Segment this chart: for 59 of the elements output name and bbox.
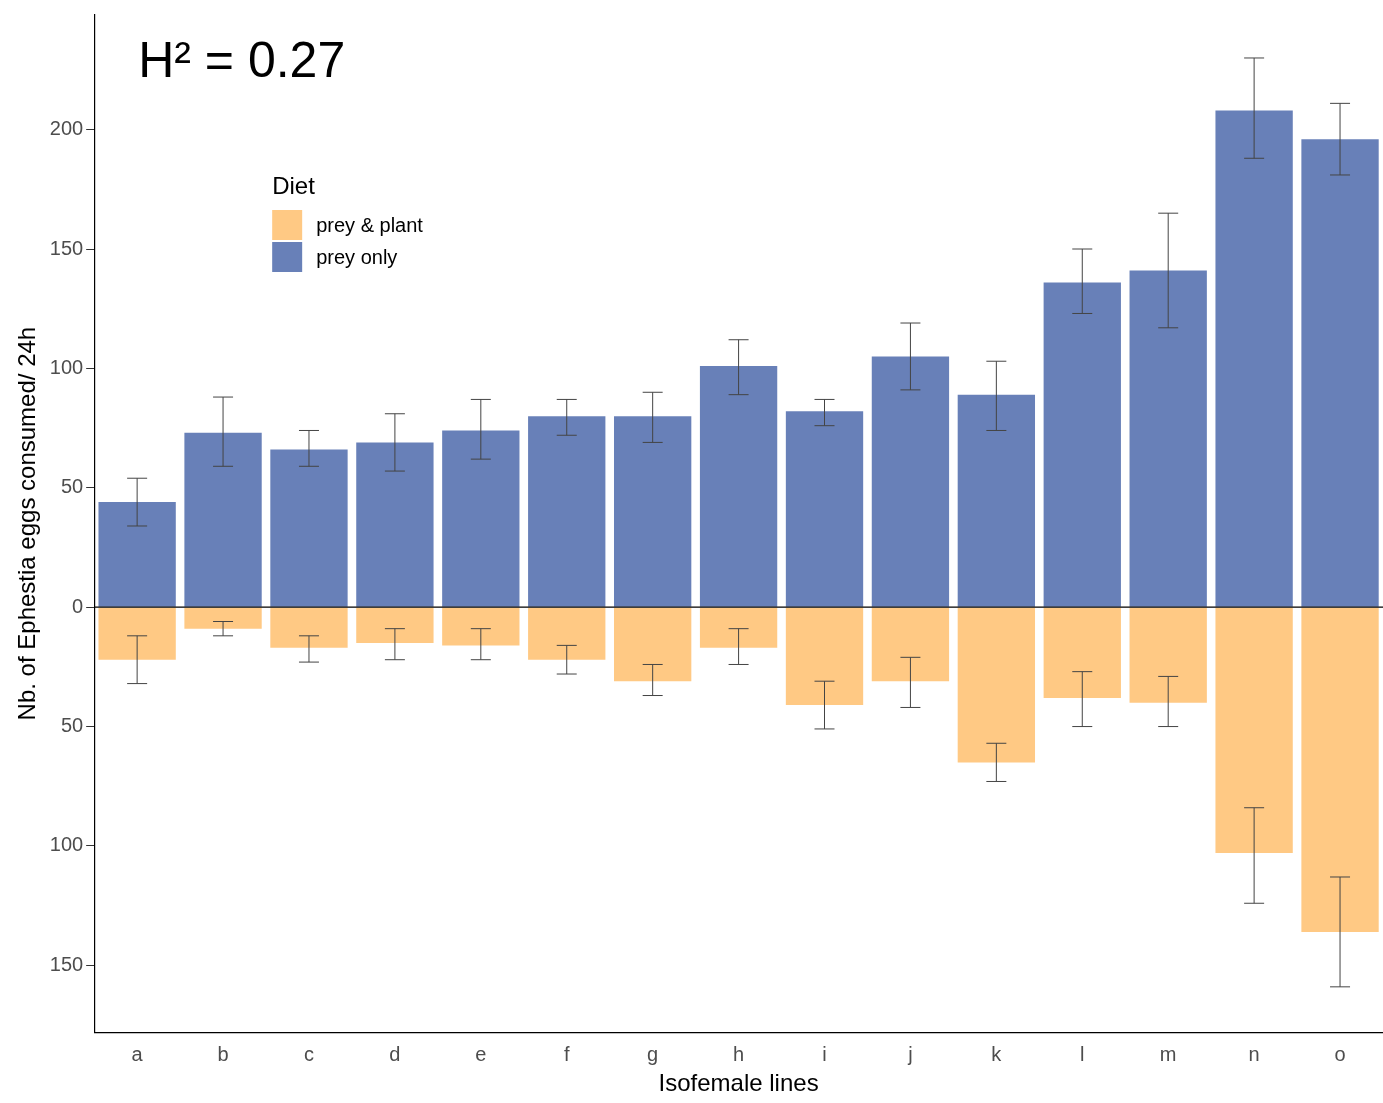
bar — [1129, 607, 1207, 703]
x-axis-title: Isofemale lines — [658, 1069, 819, 1097]
bar — [528, 607, 606, 660]
x-tick-label: e — [475, 1042, 487, 1065]
x-tick-label: o — [1334, 1042, 1346, 1065]
bar — [1043, 282, 1121, 607]
bar — [1301, 139, 1379, 607]
bar — [614, 416, 692, 607]
bar — [528, 416, 606, 607]
y-tick-label: 100 — [49, 833, 84, 856]
x-tick-label: l — [1080, 1042, 1085, 1065]
bar — [356, 442, 434, 607]
bar — [356, 607, 434, 643]
y-axis-title: Nb. of Ephestia eggs consumed/ 24h — [13, 326, 41, 721]
annotation: H² = 0.27 — [138, 32, 346, 88]
x-tick-label: k — [991, 1042, 1003, 1065]
x-tick-label: a — [131, 1042, 144, 1065]
bar — [184, 432, 262, 607]
bar — [1301, 607, 1379, 932]
y-tick-label: 50 — [60, 475, 84, 498]
bar — [442, 607, 520, 646]
bar — [270, 607, 348, 648]
x-tick-label: d — [389, 1042, 401, 1065]
bar — [699, 366, 778, 607]
x-tick-label: c — [303, 1042, 314, 1065]
bar — [270, 449, 348, 607]
x-tick-label: n — [1248, 1042, 1260, 1065]
x-tick-label: i — [822, 1042, 827, 1065]
x-tick-label: g — [647, 1042, 659, 1065]
bar — [1215, 110, 1293, 607]
bar — [785, 411, 864, 607]
x-tick-label: j — [907, 1042, 913, 1065]
bar — [442, 430, 520, 607]
x-tick-label: h — [733, 1042, 745, 1065]
y-tick-label: 50 — [60, 714, 84, 737]
bar — [785, 607, 864, 706]
bar — [1215, 607, 1293, 854]
y-tick-label: 0 — [72, 594, 84, 617]
bar — [98, 607, 176, 660]
bar — [871, 607, 950, 682]
x-tick-label: m — [1159, 1042, 1177, 1065]
x-tick-label: f — [563, 1042, 570, 1065]
bar — [1043, 607, 1121, 698]
y-tick-label: 100 — [49, 355, 84, 378]
y-tick-label: 150 — [49, 236, 84, 259]
legend-label: prey only — [316, 245, 398, 268]
bar — [871, 356, 950, 607]
x-tick-label: b — [217, 1042, 229, 1065]
bar — [957, 607, 1036, 763]
bar — [614, 607, 692, 682]
y-tick-label: 150 — [49, 952, 84, 975]
bar — [957, 394, 1036, 607]
y-tick-label: 200 — [49, 117, 84, 140]
bar — [98, 502, 176, 607]
bar — [1129, 270, 1207, 607]
bar — [184, 607, 262, 629]
legend-title: Diet — [272, 172, 316, 199]
bar — [699, 607, 778, 648]
legend-label: prey & plant — [316, 213, 424, 236]
